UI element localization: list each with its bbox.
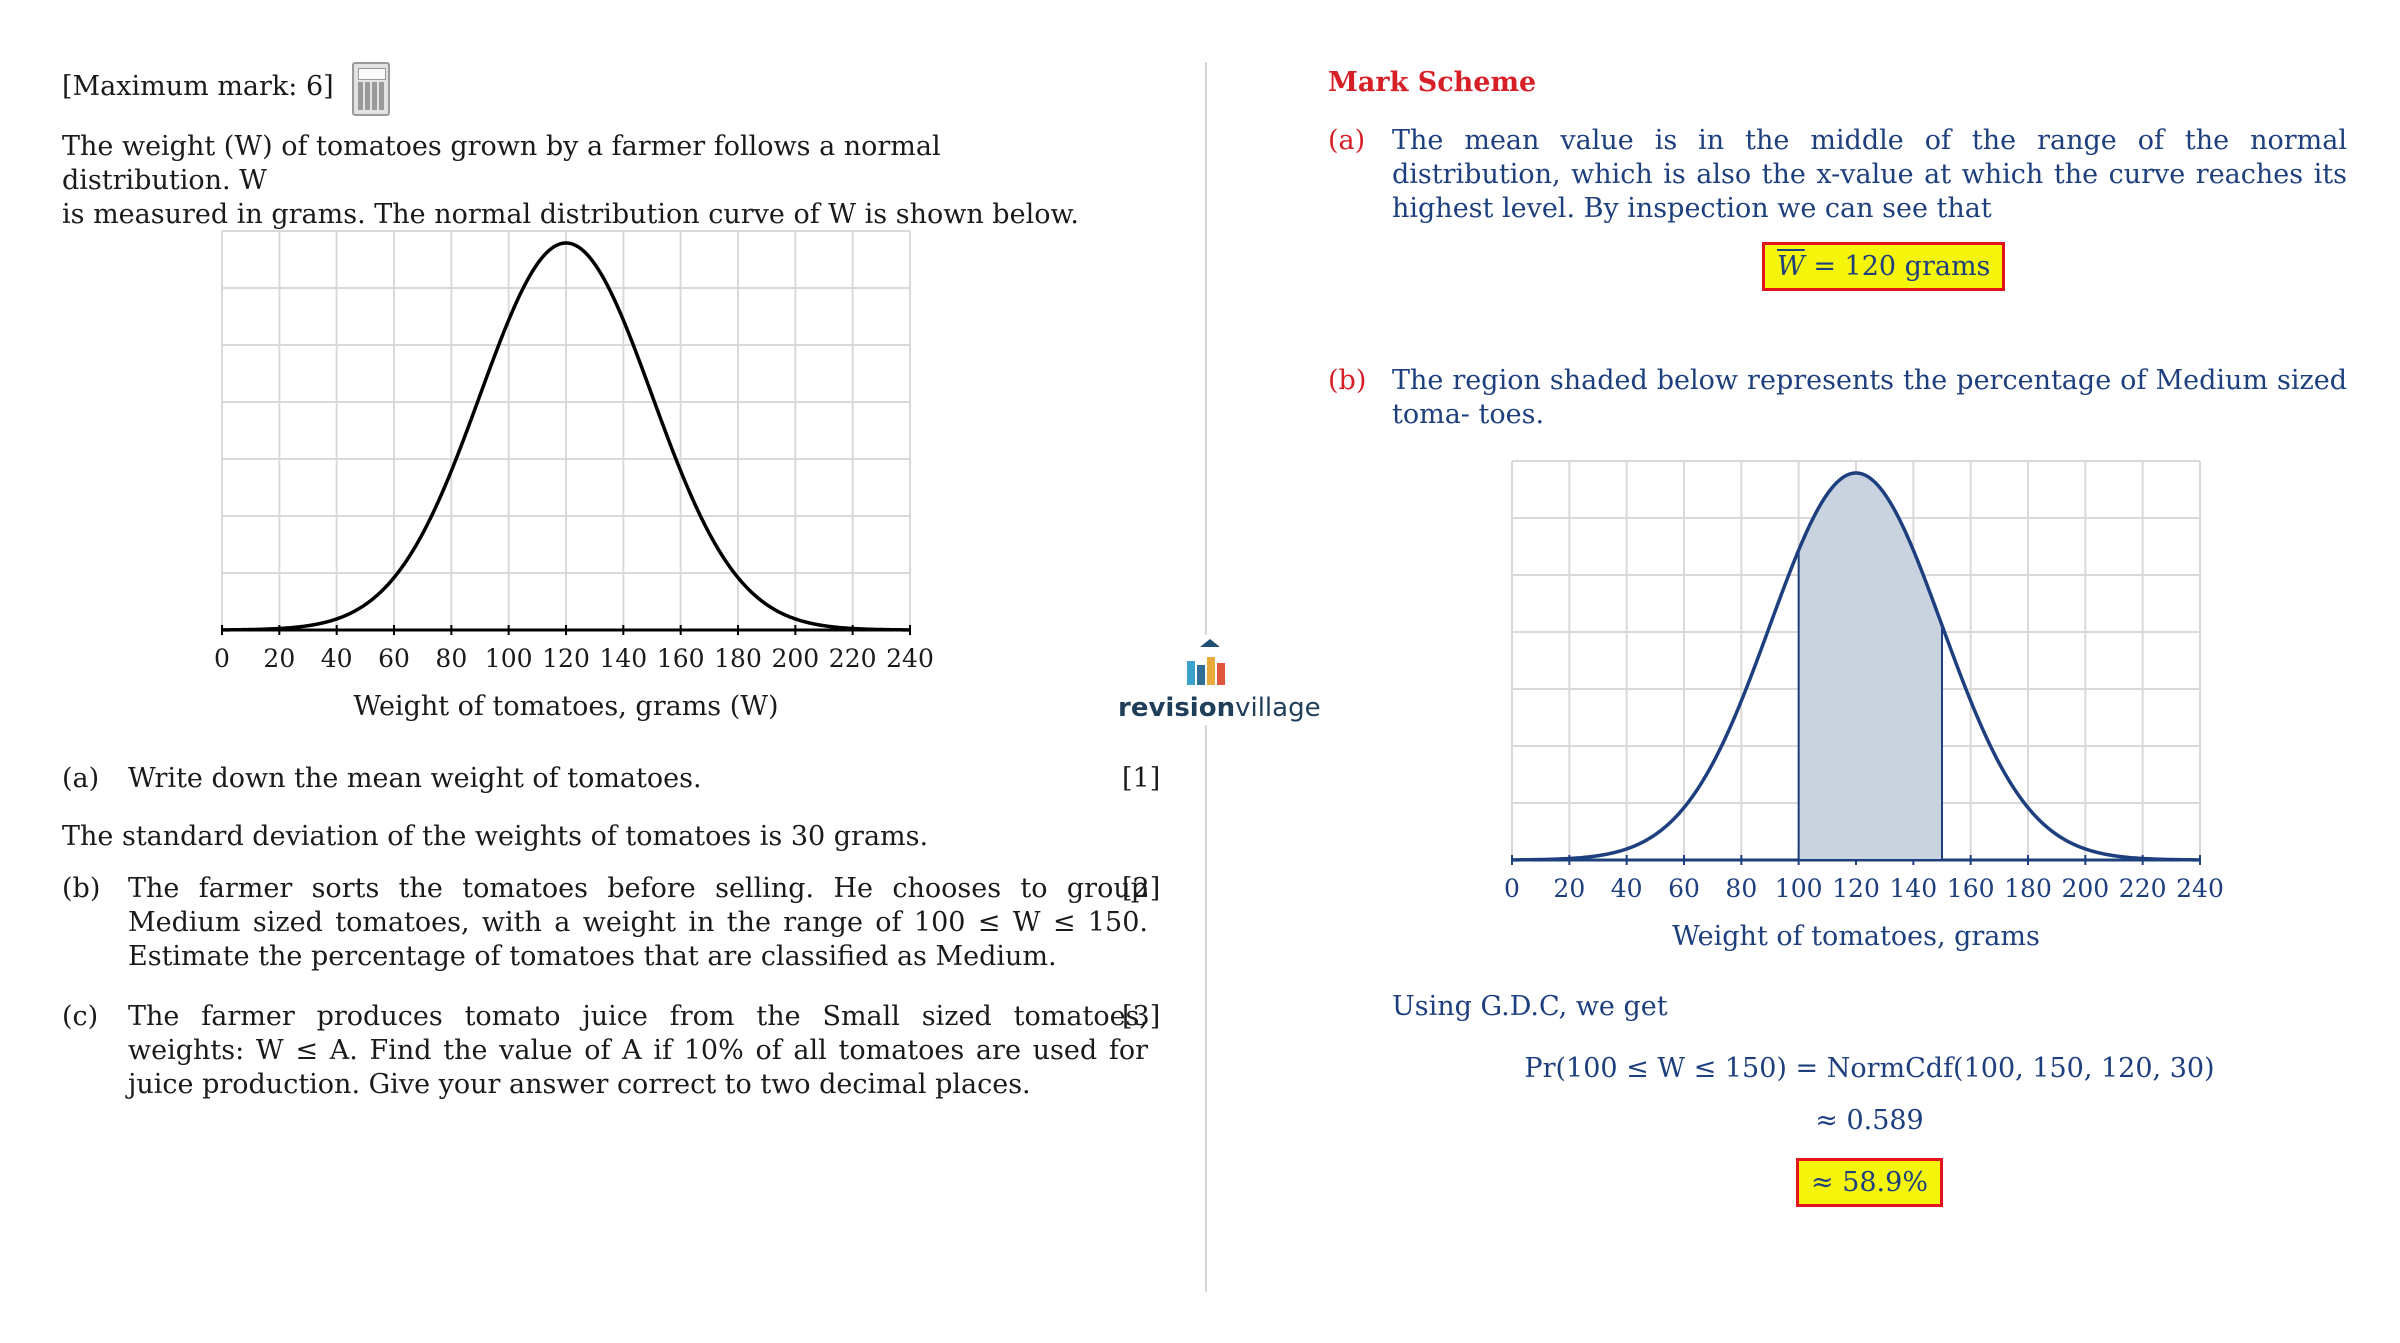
scheme-b-label: (b) — [1328, 365, 1367, 396]
x-tick-label: 0 — [214, 644, 230, 673]
part-a-text: Write down the mean weight of tomatoes. — [128, 763, 702, 794]
scheme-b-answer-box: ≈ 58.9% — [1392, 1158, 2347, 1207]
max-mark: [Maximum mark: 6] — [62, 70, 334, 104]
equation-2: ≈ 0.589 — [1815, 1105, 1924, 1136]
x-tick-label: 200 — [2061, 874, 2109, 903]
part-a-label: (a) — [62, 763, 100, 794]
x-tick-label: 220 — [2119, 874, 2167, 903]
std-dev-text: The standard deviation of the weights of… — [62, 821, 929, 852]
chart-curve — [1511, 471, 2201, 862]
scheme-chart: 0 20 40 60 80 100 120 140 160 180 200 220 240 Weight… — [1504, 460, 2224, 952]
scheme-a-answer-box: W = 120 grams — [1762, 242, 2006, 291]
x-tick-label: 80 — [1725, 874, 1757, 903]
scheme-a-text: The mean value is in the middle of the r… — [1392, 125, 2347, 224]
x-tick-label: 140 — [1889, 874, 1937, 903]
question-intro: The weight (W) of tomatoes grown by a fa… — [62, 130, 1082, 232]
part-a-marks: [1] — [1122, 763, 1161, 794]
chart-x-label: Weight of tomatoes, grams (W) — [353, 691, 778, 722]
part-c-marks: [3] — [1122, 1001, 1161, 1032]
answer-a-variable: W — [1777, 251, 1805, 282]
gdc-text: Using G.D.C, we get — [1392, 991, 1668, 1022]
intro-line-1: The weight (W) of tomatoes grown by a fa… — [62, 131, 941, 196]
x-tick-label: 120 — [542, 644, 590, 673]
revisionvillage-logo: revisionvillage — [1110, 635, 1321, 725]
scheme-a-label: (a) — [1328, 125, 1366, 156]
logo-wordmark: revisionvillage — [1118, 693, 1321, 723]
chart-tick-labels: 0 20 40 60 80 100 120 140 160 180 200 220 240 — [1504, 874, 2224, 903]
x-tick-label: 160 — [1947, 874, 1995, 903]
part-c-label: (c) — [62, 1001, 99, 1032]
equation-1: Pr(100 ≤ W ≤ 150) = NormCdf(100, 150, 12… — [1524, 1053, 2215, 1084]
intro-line-2: is measured in grams. The normal distrib… — [62, 199, 1079, 230]
part-c: (c) The farmer produces tomato juice fro… — [62, 1000, 1162, 1100]
calculator-icon — [352, 62, 390, 116]
part-b: (b) The farmer sorts the tomatoes before… — [62, 872, 1162, 972]
x-tick-label: 180 — [714, 644, 762, 673]
question-chart: 0 20 40 60 80 100 120 140 160 180 200 220 240 Weight… — [214, 230, 934, 722]
logo-mark-icon — [1187, 639, 1225, 685]
distribution-curve — [1511, 471, 2201, 862]
part-b-label: (b) — [62, 873, 101, 904]
chart-shaded-region — [1797, 471, 1943, 861]
scheme-a-answer: W = 120 grams — [1762, 242, 2006, 291]
logo-text-light: village — [1235, 693, 1321, 723]
x-tick-label: 240 — [886, 644, 934, 673]
mark-scheme-title: Mark Scheme — [1328, 67, 1537, 98]
x-tick-label: 0 — [1504, 874, 1520, 903]
part-b-marks: [2] — [1122, 873, 1161, 904]
x-tick-label: 160 — [657, 644, 705, 673]
scheme-part-b: (b) The region shaded below represents t… — [1328, 364, 2348, 430]
scheme-b-answer: ≈ 58.9% — [1796, 1158, 1943, 1207]
distribution-curve — [221, 241, 911, 632]
answer-a-value: = 120 grams — [1804, 251, 1991, 282]
max-mark-text: [Maximum mark: 6] — [62, 71, 334, 102]
shaded-area — [1797, 471, 1943, 861]
part-c-text: The farmer produces tomato juice from th… — [128, 1001, 1148, 1100]
x-tick-label: 40 — [1611, 874, 1643, 903]
x-tick-label: 100 — [1775, 874, 1823, 903]
x-tick-label: 20 — [1553, 874, 1585, 903]
x-tick-label: 20 — [263, 644, 295, 673]
x-tick-label: 60 — [1668, 874, 1700, 903]
part-a: (a) Write down the mean weight of tomato… — [62, 762, 1162, 796]
x-tick-label: 40 — [321, 644, 353, 673]
chart-tick-labels: 0 20 40 60 80 100 120 140 160 180 200 220 240 — [214, 644, 934, 673]
x-tick-label: 240 — [2176, 874, 2224, 903]
x-tick-label: 180 — [2004, 874, 2052, 903]
scheme-part-a: (a) The mean value is in the middle of t… — [1328, 124, 2348, 224]
x-tick-label: 120 — [1832, 874, 1880, 903]
chart-curve — [221, 241, 911, 632]
x-tick-label: 80 — [435, 644, 467, 673]
logo-text-bold: revision — [1118, 693, 1236, 723]
chart-grid — [221, 230, 911, 635]
scheme-b-text: The region shaded below represents the p… — [1392, 365, 2347, 430]
part-b-text: The farmer sorts the tomatoes before sel… — [128, 873, 1148, 972]
x-tick-label: 100 — [485, 644, 533, 673]
x-tick-label: 140 — [599, 644, 647, 673]
x-tick-label: 200 — [771, 644, 819, 673]
x-tick-label: 60 — [378, 644, 410, 673]
x-tick-label: 220 — [829, 644, 877, 673]
chart-x-label: Weight of tomatoes, grams — [1672, 921, 2040, 952]
